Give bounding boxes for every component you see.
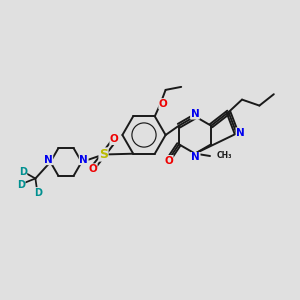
Text: O: O (110, 134, 119, 145)
Text: D: D (19, 167, 27, 177)
Text: O: O (159, 99, 168, 109)
Text: D: D (34, 188, 42, 198)
Text: N: N (79, 154, 88, 165)
Text: N: N (236, 128, 245, 138)
Text: N: N (190, 109, 200, 119)
Text: CH₃: CH₃ (217, 152, 232, 160)
Text: O: O (88, 164, 97, 174)
Text: N: N (191, 152, 200, 163)
Text: S: S (99, 148, 108, 161)
Text: N: N (44, 154, 53, 165)
Text: D: D (17, 179, 25, 190)
Text: O: O (164, 155, 173, 166)
